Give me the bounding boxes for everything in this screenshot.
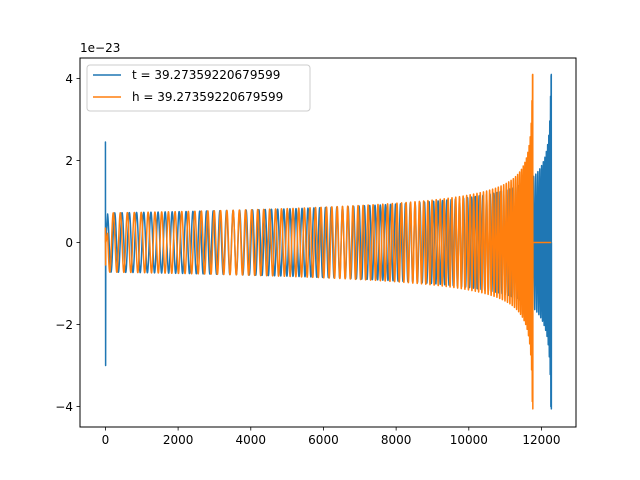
y-tick-label: −4 [55, 400, 73, 414]
series-layer [104, 73, 553, 410]
x-tick-label: 4000 [236, 433, 267, 447]
y-tick-label: 2 [65, 154, 73, 168]
y-offset-label: 1e−23 [80, 41, 120, 55]
y-tick-label: 4 [65, 72, 73, 86]
x-tick-label: 10000 [450, 433, 488, 447]
x-tick-label: 8000 [381, 433, 412, 447]
series-line-t [104, 73, 553, 410]
x-tick-label: 0 [102, 433, 110, 447]
x-tick-label: 12000 [522, 433, 560, 447]
x-tick-label: 2000 [163, 433, 194, 447]
y-axis: −4 −2 0 2 4 [55, 72, 80, 414]
series-line-h [104, 73, 552, 410]
x-tick-label: 6000 [308, 433, 339, 447]
legend-label-h: h = 39.27359220679599 [132, 90, 283, 104]
y-tick-label: 0 [65, 236, 73, 250]
legend: t = 39.27359220679599 h = 39.27359220679… [86, 64, 311, 112]
x-axis: 0 2000 4000 6000 8000 10000 12000 [102, 427, 561, 447]
legend-label-t: t = 39.27359220679599 [132, 68, 280, 82]
y-tick-label: −2 [55, 318, 73, 332]
legend-box [86, 64, 311, 112]
